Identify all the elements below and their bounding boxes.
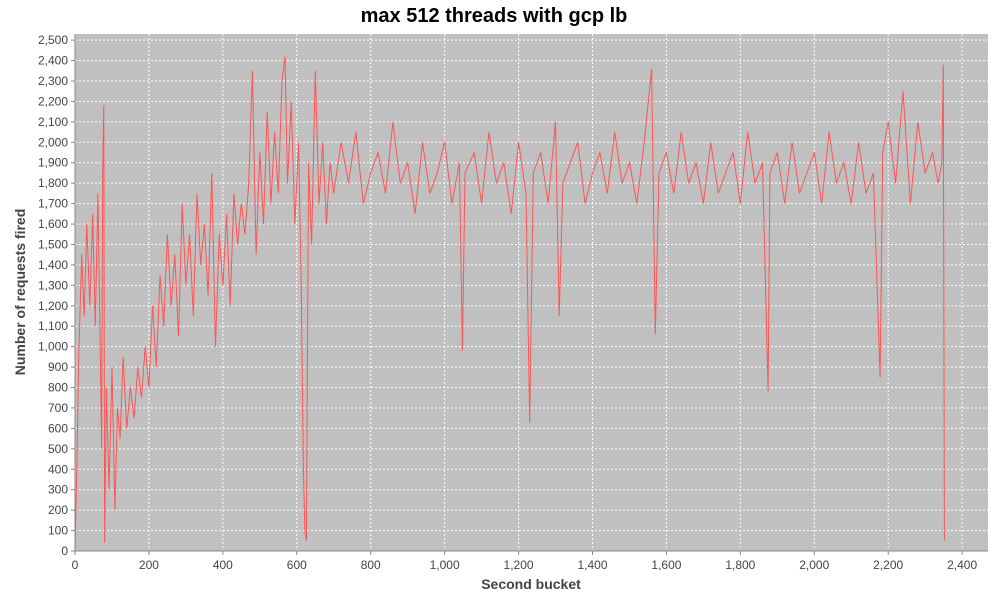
y-tick-label: 400 xyxy=(48,462,68,476)
y-axis-label: Number of requests fired xyxy=(12,209,28,375)
y-tick-label: 100 xyxy=(48,524,68,538)
x-tick-label: 2,000 xyxy=(799,558,829,572)
y-tick-label: 1,600 xyxy=(38,217,68,231)
x-axis-label: Second bucket xyxy=(481,576,581,592)
x-axis-ticks: 0 200 400 600 800 1,000 1,200 1,400 1,600 1,800 2,… xyxy=(72,551,977,572)
y-tick-label: 1,300 xyxy=(38,278,68,292)
y-tick-label: 500 xyxy=(48,442,68,456)
x-tick-label: 1,200 xyxy=(504,558,534,572)
y-tick-label: 0 xyxy=(61,544,68,558)
x-tick-label: 2,200 xyxy=(873,558,903,572)
y-tick-label: 2,300 xyxy=(38,74,68,88)
y-axis-ticks: 0 100 200 300 400 500 600 700 800 900 1,000 1,100 1,… xyxy=(38,33,75,558)
y-tick-label: 1,100 xyxy=(38,319,68,333)
y-tick-label: 1,700 xyxy=(38,197,68,211)
y-tick-label: 1,800 xyxy=(38,176,68,190)
y-tick-label: 600 xyxy=(48,421,68,435)
y-tick-label: 700 xyxy=(48,401,68,415)
x-tick-label: 1,600 xyxy=(651,558,681,572)
y-tick-label: 800 xyxy=(48,381,68,395)
series-group xyxy=(74,56,945,552)
y-tick-label: 200 xyxy=(48,503,68,517)
x-tick-label: 200 xyxy=(139,558,159,572)
y-tick-label: 1,000 xyxy=(38,340,68,354)
x-tick-label: 1,000 xyxy=(430,558,460,572)
x-tick-label: 1,800 xyxy=(725,558,755,572)
series-line xyxy=(74,56,945,552)
x-tick-label: 2,400 xyxy=(947,558,977,572)
y-tick-label: 1,500 xyxy=(38,237,68,251)
y-tick-label: 2,200 xyxy=(38,94,68,108)
y-tick-label: 300 xyxy=(48,483,68,497)
y-tick-label: 900 xyxy=(48,360,68,374)
x-tick-label: 600 xyxy=(287,558,307,572)
x-tick-label: 1,400 xyxy=(577,558,607,572)
x-tick-label: 400 xyxy=(213,558,233,572)
x-tick-label: 800 xyxy=(361,558,381,572)
y-tick-label: 2,000 xyxy=(38,135,68,149)
y-tick-label: 1,400 xyxy=(38,258,68,272)
x-tick-label: 0 xyxy=(72,558,79,572)
y-tick-label: 2,400 xyxy=(38,54,68,68)
y-tick-label: 1,900 xyxy=(38,156,68,170)
y-tick-label: 2,100 xyxy=(38,115,68,129)
y-tick-label: 2,500 xyxy=(38,33,68,47)
chart-title: max 512 threads with gcp lb xyxy=(361,5,628,27)
y-tick-label: 1,200 xyxy=(38,299,68,313)
